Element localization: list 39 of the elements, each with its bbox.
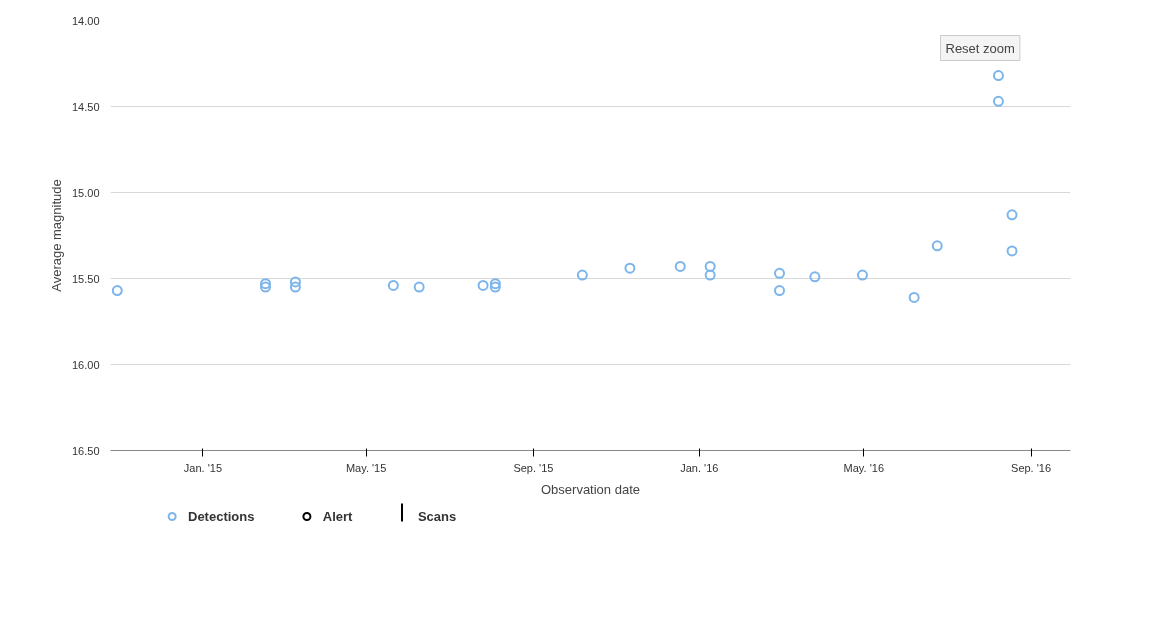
x-axis-title: Observation date	[541, 481, 641, 497]
point	[774, 285, 786, 297]
point	[289, 276, 301, 288]
y-tick-label: 14.50	[71, 100, 100, 113]
point	[908, 291, 920, 303]
legend-label: Scans	[417, 509, 457, 524]
legend-label: Alert	[322, 509, 354, 524]
y-tick-label: 14.00	[71, 14, 100, 27]
point	[111, 285, 123, 297]
legend-label: Detections	[188, 509, 255, 524]
point	[704, 260, 716, 272]
point	[856, 269, 868, 281]
point	[992, 95, 1004, 107]
x-tick-label: Sep. '16	[1011, 461, 1052, 474]
point	[704, 269, 716, 281]
y-tick-label: 15.50	[71, 272, 100, 285]
point	[387, 279, 399, 291]
point	[774, 267, 786, 279]
point	[992, 70, 1004, 82]
y-tick-label: 16.00	[71, 358, 100, 371]
point	[674, 260, 686, 272]
point	[576, 269, 588, 281]
x-tick-label: Jan. '16	[680, 461, 719, 474]
y-tick-label: 15.00	[71, 186, 100, 199]
y-axis-title: Average magnitude	[48, 179, 64, 292]
annotation: Reset zoom	[945, 40, 1015, 56]
point	[289, 281, 301, 293]
x-tick-label: Sep. '15	[513, 461, 554, 474]
y-tick-label: 16.50	[71, 444, 100, 457]
point	[413, 281, 425, 293]
point	[1006, 209, 1018, 221]
point	[931, 240, 943, 252]
x-tick-label: Jan. '15	[183, 461, 223, 474]
x-tick-label: May. '16	[843, 461, 885, 474]
point	[477, 279, 489, 291]
point	[624, 262, 636, 274]
point	[809, 271, 821, 283]
point	[1006, 245, 1018, 257]
x-tick-label: May. '15	[345, 461, 387, 474]
